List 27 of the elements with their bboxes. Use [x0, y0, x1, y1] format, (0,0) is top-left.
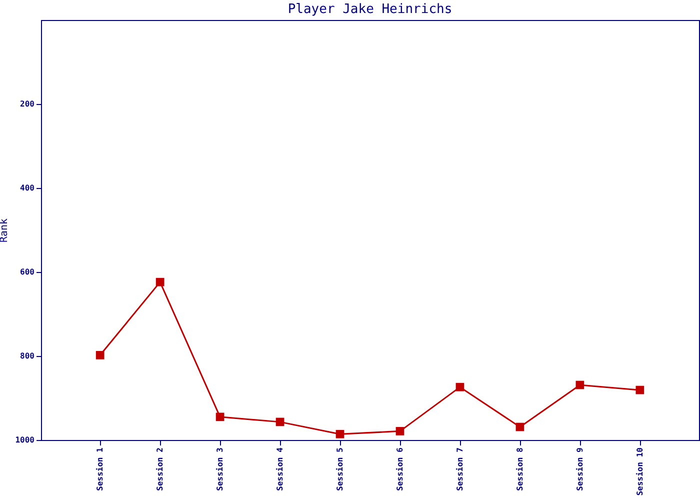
point — [576, 380, 584, 390]
x-tick-label: Session 1 — [96, 447, 105, 491]
point — [396, 426, 404, 436]
x-tick-label: Session 9 — [575, 447, 584, 491]
point — [276, 418, 284, 426]
y-tick-label: 400 — [20, 184, 35, 192]
x-tick-label: Session 7 — [455, 447, 464, 491]
x-tick-label: Session 8 — [515, 447, 524, 491]
point — [456, 382, 464, 392]
x-tick-label: Session 3 — [216, 447, 225, 491]
y-axis-title: Rank — [0, 218, 10, 243]
chart-title: Player Jake Heinrichs — [288, 2, 452, 17]
y-tick-label: 200 — [20, 100, 35, 108]
point — [156, 278, 164, 286]
y-tick-label: 800 — [20, 352, 35, 360]
point — [96, 350, 104, 360]
point — [516, 422, 524, 432]
x-tick-label: Session 4 — [276, 447, 285, 491]
x-tick-label: Session 2 — [156, 447, 165, 491]
point — [636, 386, 644, 394]
x-tick-label: Session 6 — [395, 447, 404, 491]
y-tick-label: 600 — [20, 268, 35, 276]
x-tick-label: Session 5 — [336, 447, 345, 491]
point — [336, 430, 344, 438]
y-tick-label: 1000 — [15, 436, 35, 444]
x-tick-label: Session 10 — [635, 447, 644, 496]
point — [216, 412, 224, 422]
